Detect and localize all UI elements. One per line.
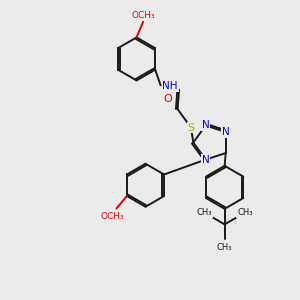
Text: NH: NH bbox=[162, 81, 178, 91]
Text: N: N bbox=[222, 127, 230, 137]
Text: OCH₃: OCH₃ bbox=[100, 212, 124, 221]
Text: N: N bbox=[202, 154, 210, 165]
Text: S: S bbox=[188, 123, 195, 133]
Text: N: N bbox=[202, 121, 210, 130]
Text: CH₃: CH₃ bbox=[217, 243, 233, 252]
Text: O: O bbox=[164, 94, 172, 104]
Text: OCH₃: OCH₃ bbox=[131, 11, 155, 20]
Text: CH₃: CH₃ bbox=[197, 208, 212, 217]
Text: CH₃: CH₃ bbox=[237, 208, 253, 217]
